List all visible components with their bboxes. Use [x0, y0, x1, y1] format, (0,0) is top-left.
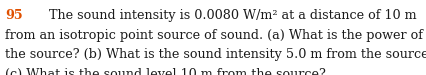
Text: the source? (b) What is the sound intensity 5.0 m from the source?: the source? (b) What is the sound intens…	[5, 48, 426, 61]
Text: from an isotropic point source of sound. (a) What is the power of: from an isotropic point source of sound.…	[5, 28, 422, 41]
Text: (c) What is the sound level 10 m from the source?: (c) What is the sound level 10 m from th…	[5, 68, 325, 75]
Text: The sound intensity is 0.0080 W/m² at a distance of 10 m: The sound intensity is 0.0080 W/m² at a …	[5, 9, 416, 22]
Text: 95: 95	[5, 9, 23, 22]
